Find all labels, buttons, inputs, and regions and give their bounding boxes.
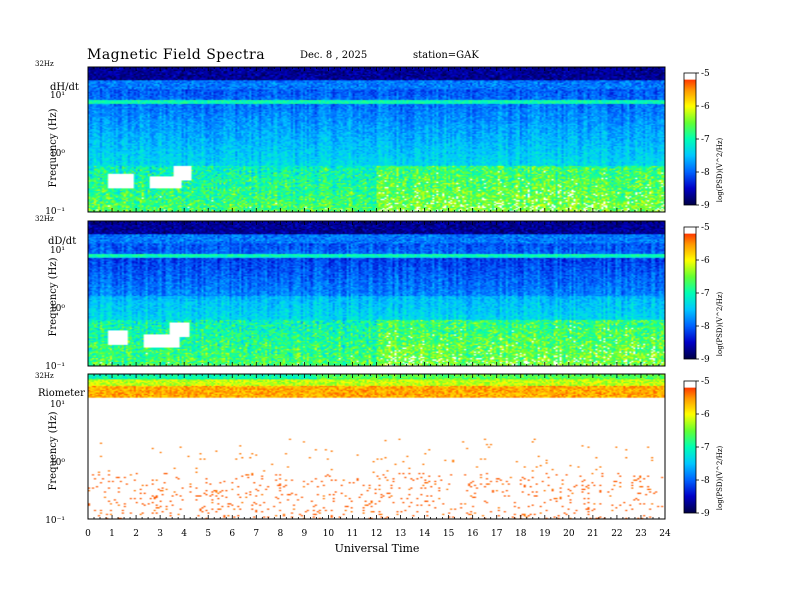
xaxis-title: Universal Time — [335, 542, 420, 555]
ytick-dddt-01: 10⁻¹ — [45, 362, 65, 372]
time-tick-label: 4 — [181, 529, 187, 539]
time-tick-label: 10 — [323, 529, 335, 539]
colorbar-tick-label: -7 — [701, 443, 710, 453]
top-freq-label-riometer: 32Hz — [35, 372, 54, 380]
time-tick-label: 23 — [635, 529, 647, 539]
colorbar-tick-label: -7 — [701, 135, 710, 145]
time-axis-labels: 0 1 2 3 4 5 6 7 8 9 10 11 12 13 14 15 16 17 18 19 20 21 22 23 24 — [85, 529, 671, 539]
ylabel-dhdt: Frequency (Hz) — [48, 108, 59, 187]
ylabel-riometer: Frequency (Hz) — [48, 411, 59, 490]
station-label: station=GAK — [413, 50, 479, 61]
time-tick-label: 0 — [85, 529, 91, 539]
colorbar-tick-label: -7 — [701, 289, 710, 299]
colorbar-ticks-dhdt: -5 -6 -7 -8 -9 — [696, 69, 710, 211]
colorbar-dhdt — [684, 73, 696, 205]
colorbar-tick-label: -8 — [701, 476, 710, 486]
time-ticks-riometer — [87, 374, 666, 519]
time-tick-label: 6 — [229, 529, 235, 539]
time-ticks-dddt — [87, 221, 666, 366]
colorbar-label-riometer: log(PSD)(V^2/Hz) — [716, 445, 724, 510]
time-tick-label: 13 — [395, 529, 407, 539]
time-ticks-dhdt — [87, 67, 666, 212]
top-freq-label-dddt: 32Hz — [35, 215, 54, 223]
time-tick-label: 7 — [253, 529, 259, 539]
ytick-dhdt-10: 10¹ — [50, 91, 65, 101]
colorbar-tick-label: -6 — [701, 102, 710, 112]
time-tick-label: 9 — [302, 529, 308, 539]
time-tick-label: 5 — [205, 529, 211, 539]
ytick-riometer-10: 10¹ — [50, 400, 65, 410]
ytick-dddt-10: 10¹ — [50, 246, 65, 256]
colorbar-dddt — [684, 227, 696, 359]
panel-riometer: 32Hz Riometer 10¹ 10⁰ 10⁻¹ Frequency (Hz… — [35, 372, 724, 526]
panel-label-riometer: Riometer — [38, 388, 85, 399]
time-tick-label: 21 — [587, 529, 598, 539]
spectrogram-dhdt — [88, 67, 665, 212]
time-tick-label: 3 — [157, 529, 163, 539]
ytick-dhdt-1: 10⁰ — [50, 149, 65, 159]
colorbar-tick-label: -6 — [701, 256, 710, 266]
colorbar-ticks-dddt: -5 -6 -7 -8 -9 — [696, 223, 710, 365]
top-freq-label-dhdt: 32Hz — [35, 60, 54, 68]
time-tick-label: 15 — [443, 529, 455, 539]
colorbar-label-dddt: log(PSD)(V^2/Hz) — [716, 291, 724, 356]
ylabel-dddt: Frequency (Hz) — [48, 257, 59, 336]
time-tick-label: 18 — [515, 529, 527, 539]
panel-dddt: 32Hz dD/dt 10¹ 10⁰ 10⁻¹ Frequency (Hz) -… — [35, 215, 724, 372]
colorbar-tick-label: -9 — [701, 509, 710, 519]
colorbar-tick-label: -6 — [701, 410, 710, 420]
ytick-riometer-1: 10⁰ — [50, 458, 65, 468]
colorbar-tick-label: -5 — [701, 69, 710, 79]
panel-dhdt: 32Hz dH/dt 10¹ 10⁰ 10⁻¹ Frequency (Hz) -… — [35, 60, 724, 217]
colorbar-label-dhdt: log(PSD)(V^2/Hz) — [716, 137, 724, 202]
colorbar-ticks-riometer: -5 -6 -7 -8 -9 — [696, 377, 710, 519]
time-tick-label: 16 — [467, 529, 479, 539]
time-tick-label: 8 — [277, 529, 283, 539]
colorbar-tick-label: -9 — [701, 355, 710, 365]
colorbar-tick-label: -9 — [701, 201, 710, 211]
date-label: Dec. 8 , 2025 — [300, 50, 367, 61]
spectrogram-riometer — [88, 374, 665, 519]
time-tick-label: 24 — [659, 529, 671, 539]
time-tick-label: 1 — [109, 529, 115, 539]
time-tick-label: 11 — [347, 529, 358, 539]
panel-label-dddt: dD/dt — [48, 236, 76, 247]
time-tick-label: 20 — [563, 529, 575, 539]
time-tick-label: 19 — [539, 529, 551, 539]
time-tick-label: 14 — [419, 529, 431, 539]
colorbar-tick-label: -5 — [701, 223, 710, 233]
time-tick-label: 17 — [491, 529, 503, 539]
ytick-riometer-01: 10⁻¹ — [45, 516, 65, 526]
ytick-dddt-1: 10⁰ — [50, 304, 65, 314]
colorbar-riometer — [684, 381, 696, 513]
spectrogram-dddt — [88, 221, 665, 366]
colorbar-tick-label: -8 — [701, 168, 710, 178]
ytick-dhdt-01: 10⁻¹ — [45, 207, 65, 217]
time-tick-label: 22 — [611, 529, 622, 539]
figure-title: Magnetic Field Spectra — [87, 47, 265, 63]
time-tick-label: 2 — [133, 529, 139, 539]
colorbar-tick-label: -5 — [701, 377, 710, 387]
colorbar-tick-label: -8 — [701, 322, 710, 332]
time-tick-label: 12 — [371, 529, 382, 539]
panel-label-dhdt: dH/dt — [50, 82, 79, 93]
